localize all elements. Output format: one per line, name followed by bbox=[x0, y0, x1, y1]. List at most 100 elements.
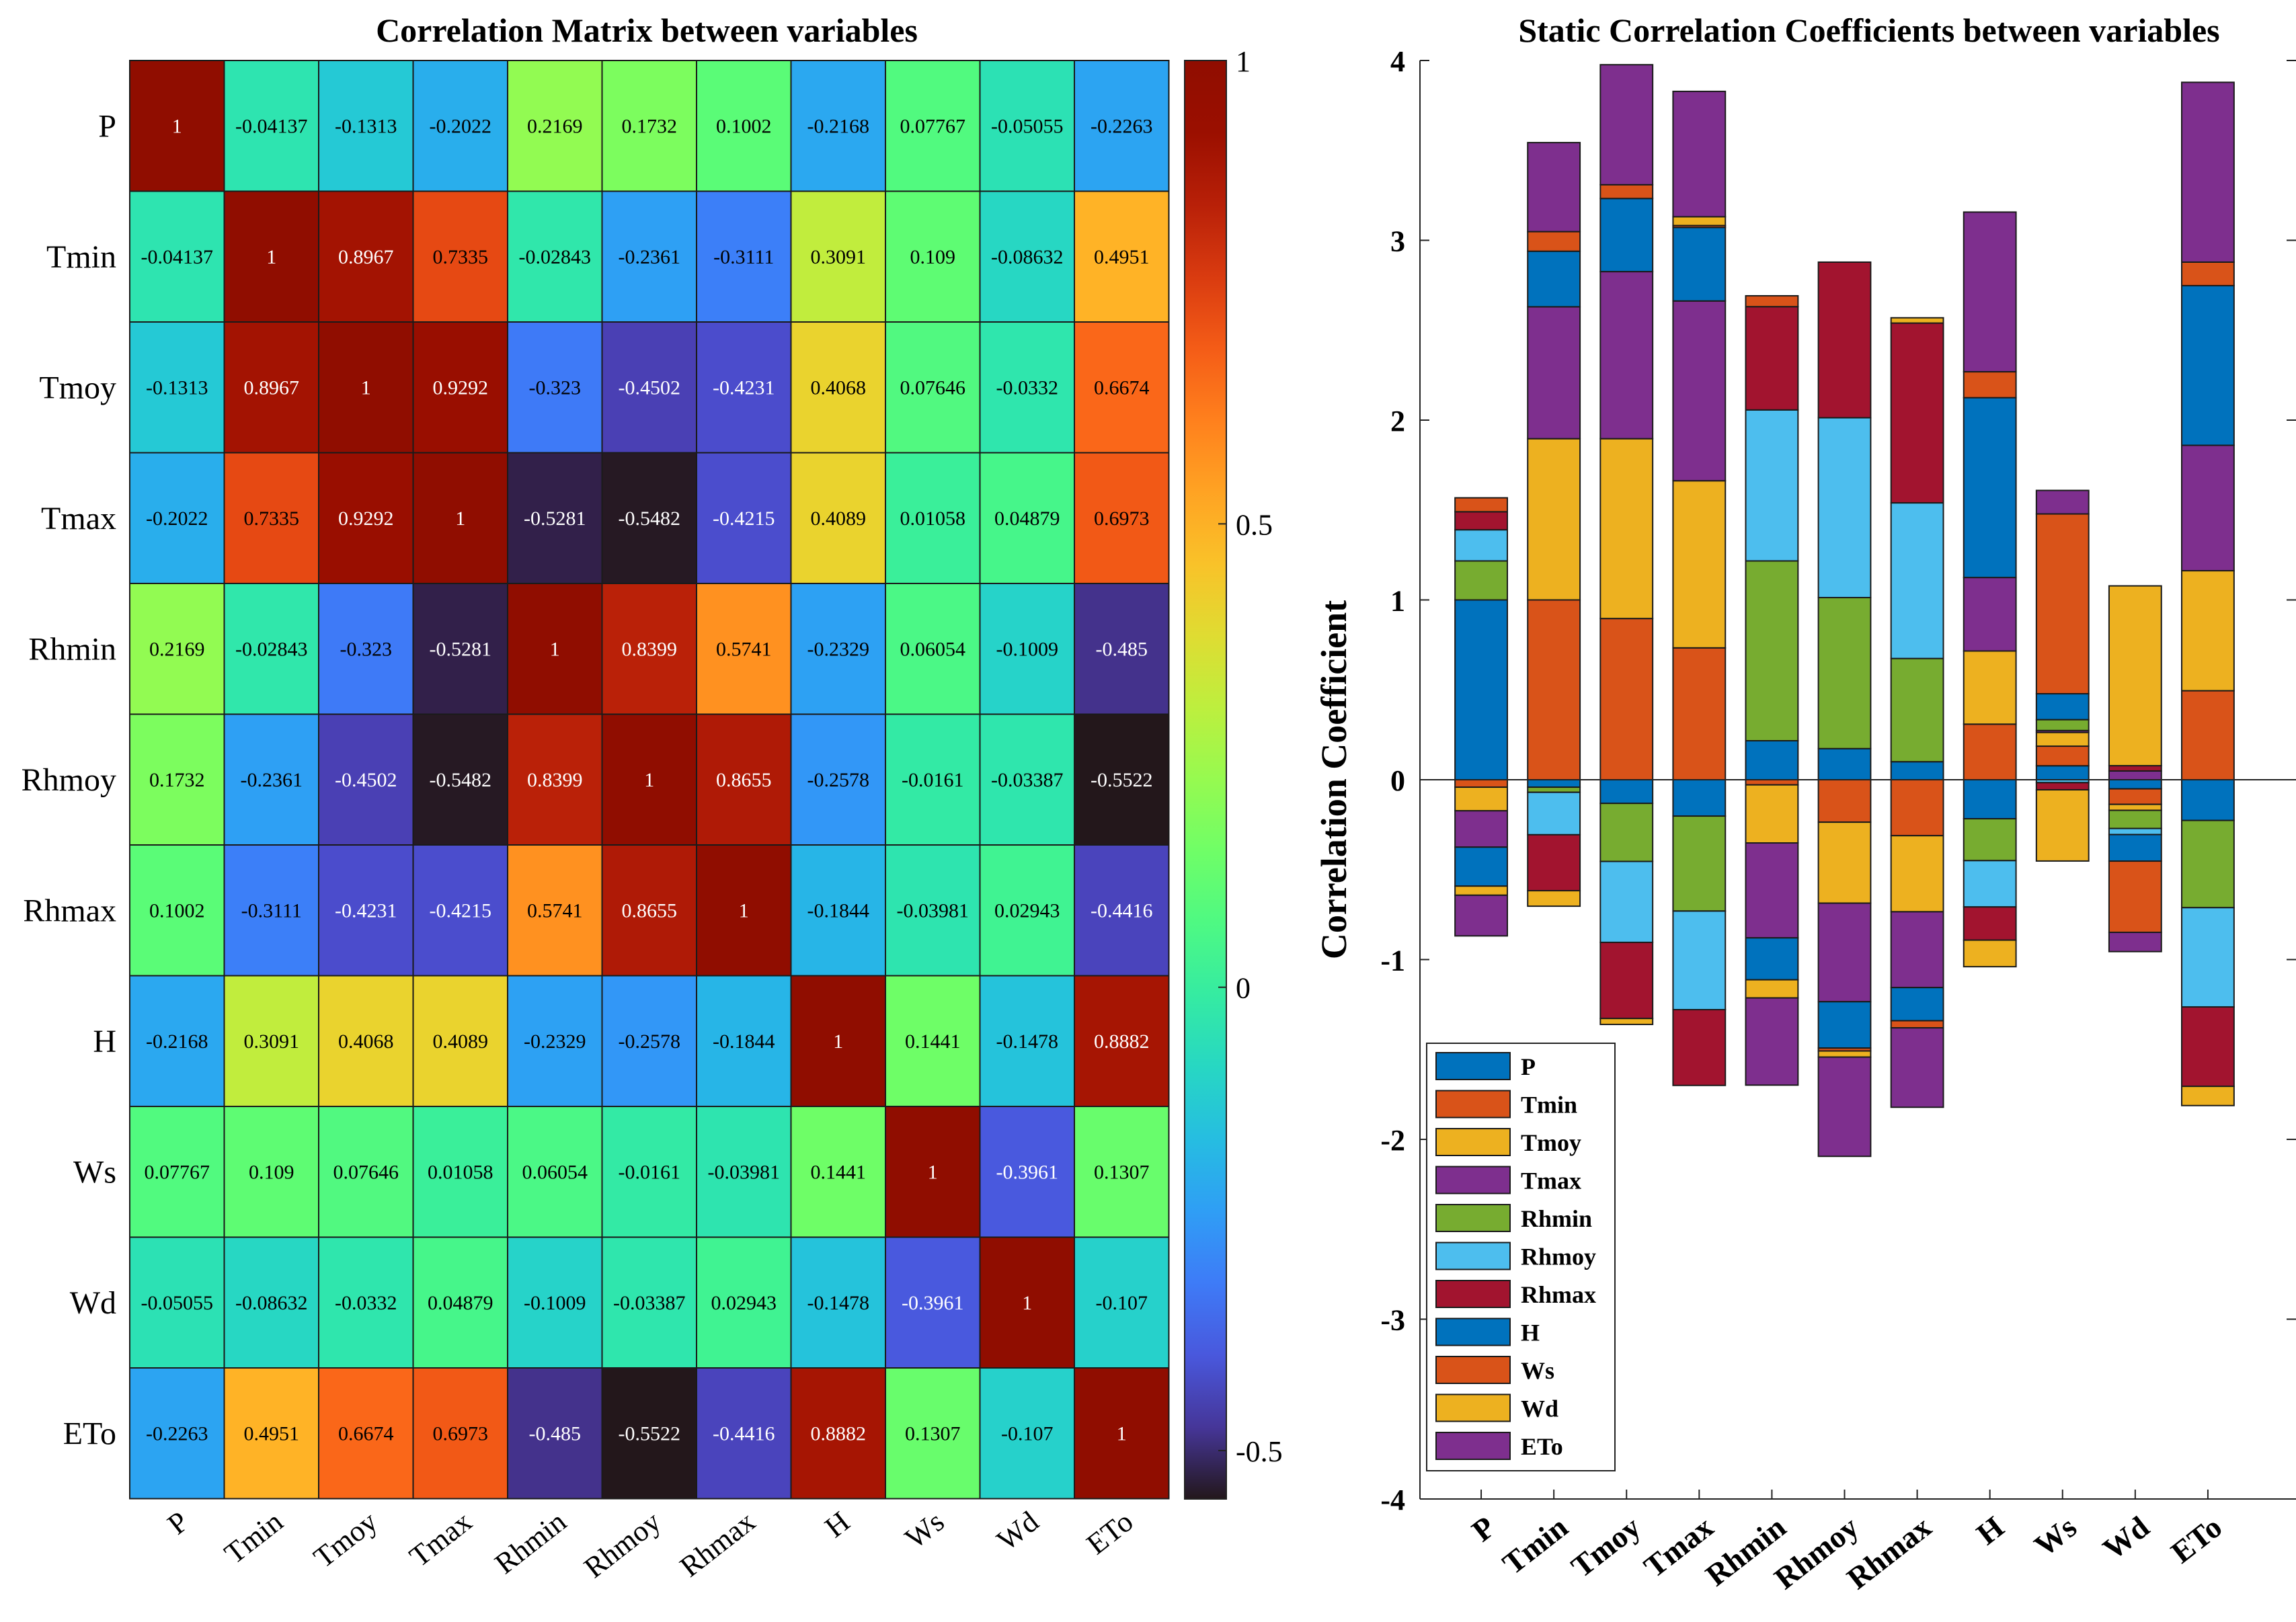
heatmap-cell-tmin-wd bbox=[979, 190, 1075, 323]
bar-eto-wd bbox=[2181, 1086, 2235, 1106]
heatmap-cell-label: -0.2263 bbox=[146, 1422, 208, 1445]
heatmap-cell-label: -0.2168 bbox=[807, 115, 870, 137]
heatmap-cell-label: 0.7335 bbox=[433, 246, 489, 268]
heatmap-cell-label: 0.4951 bbox=[1094, 246, 1150, 268]
heatmap-cell-h-h bbox=[790, 975, 886, 1107]
bar-ws-rhmin bbox=[2035, 719, 2090, 731]
heatmap-cell-tmin-tmax bbox=[412, 190, 508, 323]
heatmap-cell-rhmin-rhmax bbox=[696, 583, 792, 715]
legend-swatch-wd bbox=[1435, 1393, 1511, 1422]
heatmap-cell-label: -0.323 bbox=[340, 638, 393, 660]
heatmap-cell-wd-h bbox=[790, 1236, 886, 1369]
heatmap-cell-label: -0.5281 bbox=[524, 508, 586, 530]
heatmap-cell-label: -0.03981 bbox=[708, 1161, 781, 1183]
bar-h-h bbox=[1963, 397, 2017, 579]
heatmap-cell-ws-tmoy bbox=[318, 1106, 414, 1238]
heatmap-cell-label: -0.3111 bbox=[713, 246, 774, 268]
heatmap-cell-label: 0.6674 bbox=[338, 1422, 394, 1445]
bar-eto-tmax bbox=[2181, 444, 2235, 572]
bar-p-tmax bbox=[1454, 810, 1508, 848]
bar-eto-p bbox=[2181, 779, 2235, 821]
heatmap-row-label-tmax: Tmax bbox=[41, 501, 116, 536]
heatmap-cell-wd-p bbox=[129, 1236, 225, 1369]
heatmap-cell-tmax-tmoy bbox=[318, 452, 414, 584]
heatmap-cell-tmax-ws bbox=[885, 452, 981, 584]
heatmap-cell-eto-tmax bbox=[412, 1367, 508, 1500]
heatmap-cell-h-tmax bbox=[412, 975, 508, 1107]
bar-rhmin-tmax bbox=[1745, 842, 1799, 939]
bar-y-axis-label: Correlation Coefficient bbox=[1314, 600, 1354, 959]
legend-label-eto: ETo bbox=[1521, 1433, 1563, 1460]
heatmap-cell-ws-rhmin bbox=[507, 1106, 603, 1238]
heatmap-cell-tmin-rhmax bbox=[696, 190, 792, 323]
bar-ws-wd bbox=[2035, 788, 2090, 862]
heatmap-cell-label: -0.485 bbox=[1096, 638, 1148, 660]
heatmap-cell-rhmin-wd bbox=[979, 583, 1075, 715]
heatmap-cell-label: -0.0161 bbox=[619, 1161, 681, 1183]
legend-items: P Tmin Tmoy Tmax Rhmin Rhmoy Rhmax H Ws Wd ETo bbox=[1435, 1052, 1596, 1460]
heatmap-cell-tmoy-h bbox=[790, 321, 886, 454]
heatmap-cell-tmoy-tmin bbox=[223, 321, 319, 454]
heatmap-cell-label: 1 bbox=[550, 638, 560, 660]
heatmap-cell-label: -0.1313 bbox=[146, 376, 208, 399]
heatmap-cell-rhmax-tmin bbox=[223, 844, 319, 977]
bar-tmax-h bbox=[1672, 227, 1727, 302]
bar-tmin-tmax bbox=[1527, 306, 1581, 440]
heatmap-cell-label: 0.02943 bbox=[994, 899, 1060, 922]
y-tick-label: -1 bbox=[1380, 944, 1405, 977]
heatmap-cell-label: 0.4068 bbox=[338, 1030, 394, 1053]
heatmap-row-label-rhmax: Rhmax bbox=[23, 893, 116, 928]
heatmap-cell-wd-rhmin bbox=[507, 1236, 603, 1369]
heatmap-cell-label: 0.4951 bbox=[244, 1422, 300, 1445]
bar-rhmoy-tmoy bbox=[1817, 821, 1872, 904]
bar-tmoy-tmin bbox=[1599, 618, 1654, 780]
y-tick-label: 1 bbox=[1390, 585, 1405, 618]
heatmap-cell-p-h bbox=[790, 60, 886, 192]
bar-eto-ws bbox=[2181, 261, 2235, 286]
bar-h-tmin bbox=[1963, 723, 2017, 781]
heatmap-row-labels: P Tmin Tmoy Tmax Rhmin Rhmoy Rhmax H Ws Wd ETo bbox=[22, 108, 116, 1451]
bar-tmoy-wd bbox=[1599, 1018, 1654, 1026]
bar-tmoy-p bbox=[1599, 779, 1654, 805]
bar-h-tmoy bbox=[1963, 650, 2017, 725]
legend-swatch-rhmax bbox=[1435, 1280, 1511, 1308]
heatmap-cell-p-ws bbox=[885, 60, 981, 192]
legend-label-ws: Ws bbox=[1521, 1357, 1554, 1384]
heatmap-cell-label: -0.08632 bbox=[991, 246, 1064, 268]
heatmap-cell-label: 1 bbox=[172, 115, 182, 137]
bar-rhmax-rhmax bbox=[1890, 322, 1944, 504]
heatmap-cell-label: -0.08632 bbox=[235, 1292, 308, 1314]
bar-chart-title: Static Correlation Coefficients between … bbox=[1518, 11, 2219, 49]
bars bbox=[1454, 64, 2235, 1158]
bar-tmoy-ws bbox=[1599, 184, 1654, 200]
heatmap-cell-rhmoy-h bbox=[790, 713, 886, 846]
heatmap-cell-label: 0.5741 bbox=[716, 638, 772, 660]
heatmap-cell-label: 0.06054 bbox=[522, 1161, 588, 1183]
bar-p-tmoy bbox=[1454, 786, 1508, 812]
bar-wd-wd bbox=[2108, 585, 2162, 767]
bar-wd-tmax bbox=[2108, 770, 2162, 781]
heatmap-cell-tmoy-tmoy bbox=[318, 321, 414, 454]
heatmap-cell-tmin-tmoy bbox=[318, 190, 414, 323]
legend-label-tmoy: Tmoy bbox=[1521, 1129, 1581, 1156]
heatmap-cell-label: 1 bbox=[739, 899, 749, 922]
heatmap-cell-label: -0.2022 bbox=[430, 115, 492, 137]
legend-swatch-tmin bbox=[1435, 1090, 1511, 1119]
bar-rhmin-tmin bbox=[1745, 779, 1799, 786]
heatmap-cell-eto-rhmin bbox=[507, 1367, 603, 1500]
heatmap-cell-rhmax-eto bbox=[1074, 844, 1170, 977]
y-tick-label: 4 bbox=[1390, 45, 1405, 78]
bar-rhmoy-rhmoy bbox=[1817, 417, 1872, 598]
bar-p-ws bbox=[1454, 497, 1508, 513]
bar-rhmin-h bbox=[1745, 937, 1799, 981]
heatmap-row-label-rhmin: Rhmin bbox=[28, 631, 116, 667]
heatmap-cell-label: 0.109 bbox=[249, 1161, 294, 1183]
heatmap-cell-rhmin-h bbox=[790, 583, 886, 715]
colorbar-tick-label: 0 bbox=[1236, 972, 1251, 1005]
bar-tmin-eto bbox=[1527, 142, 1581, 233]
heatmap-cell-label: 0.04879 bbox=[428, 1292, 493, 1314]
bar-wd-rhmin bbox=[2108, 809, 2162, 829]
bar-rhmoy-tmax bbox=[1817, 902, 1872, 1003]
heatmap-cell-eto-tmin bbox=[223, 1367, 319, 1500]
heatmap-cell-tmin-p bbox=[129, 190, 225, 323]
